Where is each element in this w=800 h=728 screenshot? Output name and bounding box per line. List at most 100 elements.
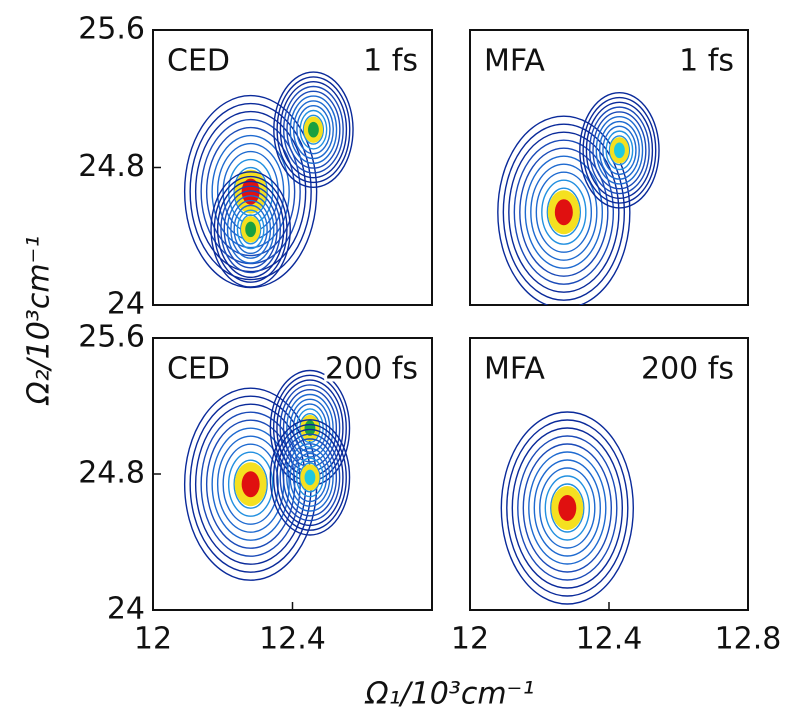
peak	[183, 387, 318, 581]
contour-ring	[299, 413, 321, 444]
contour-ring	[279, 80, 348, 179]
y-tick-label: 24	[107, 592, 145, 627]
contour-ring	[605, 130, 634, 171]
contour-ring	[595, 116, 644, 185]
contour-ring	[533, 459, 601, 557]
peak-core	[308, 121, 319, 138]
contour-ring	[513, 139, 615, 285]
contour-area	[497, 92, 660, 305]
contour-ring	[279, 433, 341, 522]
y-tick-label: 24.8	[78, 149, 145, 184]
delay-label: 200 fs	[325, 352, 418, 387]
contour-ring	[222, 443, 279, 525]
contour-ring	[236, 209, 265, 250]
peak	[210, 171, 291, 288]
method-label: CED	[167, 44, 230, 79]
contour-ring	[210, 171, 291, 288]
panel-frame	[469, 337, 749, 611]
contour-ring	[286, 443, 334, 512]
contour-ring	[502, 123, 626, 301]
contour-ring	[269, 419, 351, 536]
contour-ring	[273, 71, 354, 188]
x-tick-label: 12	[134, 622, 172, 657]
contour-ring	[508, 131, 620, 293]
contour-ring	[524, 155, 604, 269]
peak	[269, 369, 351, 487]
method-label: MFA	[484, 44, 545, 79]
contour-ring	[272, 423, 347, 531]
contour-ring	[299, 109, 328, 150]
contour-ring	[517, 435, 618, 581]
contour-ring	[286, 393, 334, 463]
contour-ring	[582, 96, 657, 204]
contour-ring	[522, 443, 612, 573]
contour-ring	[220, 185, 282, 274]
contour-ring	[223, 190, 278, 269]
contour-ring	[530, 163, 598, 261]
method-label: MFA	[484, 352, 545, 387]
contour-ring	[292, 452, 328, 503]
peak-core	[614, 142, 625, 159]
peak	[273, 71, 354, 188]
contour-ring	[500, 411, 634, 605]
x-tick-label: 12	[451, 622, 489, 657]
peak	[579, 92, 660, 209]
x-axis-label: Ω₁/10³cm⁻¹	[364, 677, 535, 712]
contour-ring	[230, 199, 272, 259]
contour-ring	[216, 180, 285, 279]
peak-core	[245, 221, 257, 238]
contour-ring	[550, 483, 585, 533]
peak-core	[241, 471, 260, 498]
contour-ring	[296, 457, 324, 498]
contour-ring	[227, 451, 274, 517]
contour-ring	[292, 100, 334, 160]
contour-ring	[289, 447, 331, 507]
contour-ring	[189, 102, 312, 281]
contour-area	[183, 71, 354, 289]
contour-ring	[205, 126, 296, 257]
contour-area	[500, 411, 634, 605]
y-tick-label: 25.6	[78, 320, 145, 355]
contour-ring	[302, 114, 325, 145]
contour-ring	[240, 214, 262, 245]
contour-ring	[544, 475, 590, 541]
contour-ring	[519, 147, 609, 277]
contour-ring	[535, 171, 593, 253]
y-tick-label: 24	[107, 287, 145, 322]
contour-ring	[282, 438, 338, 517]
contour-ring	[528, 451, 607, 565]
contour-ring	[211, 427, 290, 541]
peak-core	[304, 469, 316, 486]
peak	[269, 419, 351, 536]
contour-ring	[585, 101, 654, 200]
delay-label: 200 fs	[641, 352, 734, 387]
contour-ring	[602, 125, 637, 176]
contour-area	[183, 369, 351, 581]
contour-ring	[286, 90, 341, 169]
contour-ring	[233, 459, 268, 509]
contour-ring	[579, 92, 660, 209]
contour-ring	[497, 115, 631, 305]
delay-label: 1 fs	[363, 44, 418, 79]
method-label: CED	[167, 352, 230, 387]
y-tick-label: 25.6	[78, 12, 145, 47]
peak	[500, 411, 634, 605]
y-axis-label: Ω₂/10³cm⁻¹	[22, 236, 57, 407]
contour-ring	[592, 111, 647, 190]
contour-ring	[213, 175, 288, 283]
contour-ring	[541, 179, 587, 245]
contour-ring	[506, 419, 629, 597]
contour-ring	[233, 204, 268, 255]
contour-ring	[598, 120, 640, 180]
contour-ring	[511, 427, 623, 589]
x-tick-label: 12.4	[576, 622, 643, 657]
contour-ring	[211, 134, 290, 249]
peak-core	[558, 495, 577, 521]
contour-ring	[589, 106, 650, 195]
delay-label: 1 fs	[679, 44, 734, 79]
contour-ring	[296, 104, 331, 155]
peak	[497, 115, 631, 305]
contour-ring	[276, 428, 344, 527]
contour-ring	[276, 76, 351, 184]
